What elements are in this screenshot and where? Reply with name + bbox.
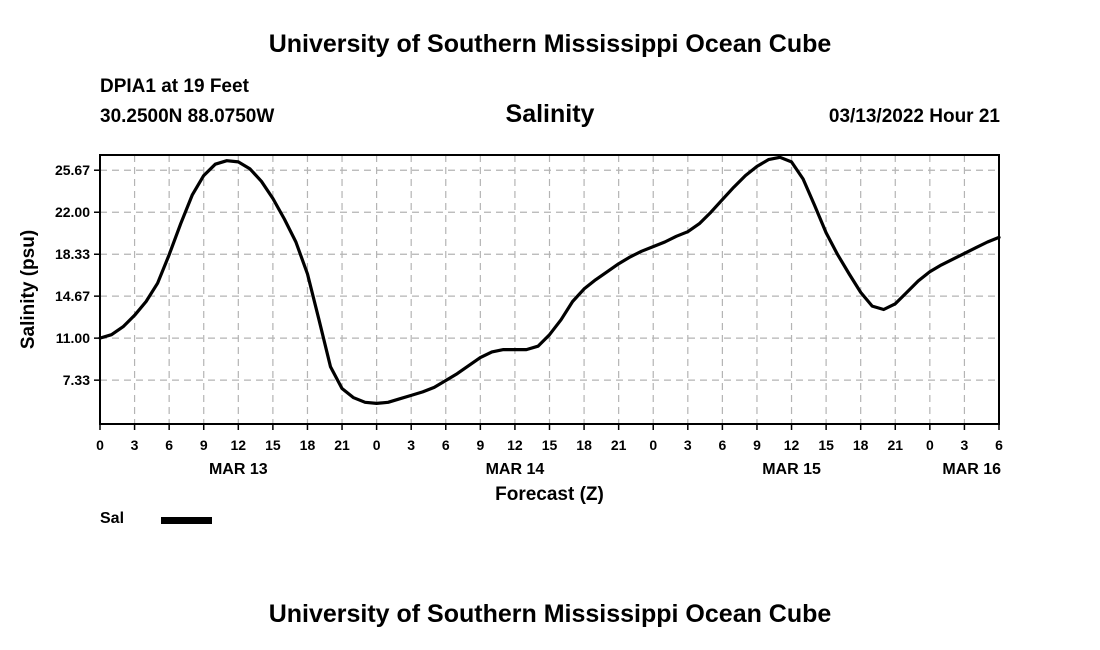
x-tick-label: 9 — [753, 437, 761, 453]
y-tick-label: 25.67 — [55, 162, 90, 178]
x-tick-label: 18 — [300, 437, 316, 453]
y-tick-label: 18.33 — [55, 246, 90, 262]
x-tick-label: 12 — [507, 437, 523, 453]
x-tick-label: 3 — [407, 437, 415, 453]
series-line-sal — [98, 155, 1001, 405]
x-tick-label: 3 — [684, 437, 692, 453]
x-tick-label: 21 — [334, 437, 350, 453]
x-tick-label: 18 — [576, 437, 592, 453]
day-label: MAR 16 — [942, 461, 1001, 478]
y-tick-label: 22.00 — [55, 204, 90, 220]
x-tick-label: 12 — [231, 437, 247, 453]
x-axis-label: Forecast (Z) — [495, 484, 604, 505]
salinity-chart: 7.33 11.00 14.67 18.33 22.00 25.67 0 3 6 9 12 15 18 2… — [18, 154, 1003, 505]
x-tick-label: 3 — [131, 437, 139, 453]
bottom-title: University of Southern Mississippi Ocean… — [268, 600, 832, 628]
x-tick-label: 15 — [542, 437, 558, 453]
x-tick-label: 0 — [373, 437, 381, 453]
datetime-label: 03/13/2022 Hour 21 — [828, 106, 1000, 127]
x-tick-label: 15 — [818, 437, 834, 453]
x-tick-label: 6 — [442, 437, 450, 453]
chart-title: Salinity — [505, 100, 595, 128]
station-label: DPIA1 at 19 Feet — [100, 76, 249, 97]
x-tick-label: 0 — [926, 437, 934, 453]
day-label: MAR 13 — [209, 461, 268, 478]
x-tick-label: 0 — [96, 437, 104, 453]
x-tick-label: 15 — [265, 437, 281, 453]
x-tick-label: 6 — [995, 437, 1003, 453]
day-label: MAR 14 — [486, 461, 545, 478]
y-tick-label: 11.00 — [56, 330, 90, 346]
x-tick-label: 9 — [476, 437, 484, 453]
x-tick-label: 18 — [853, 437, 869, 453]
day-label: MAR 15 — [762, 461, 821, 478]
x-tick-label: 0 — [649, 437, 657, 453]
x-tick-label: 6 — [165, 437, 173, 453]
y-tick-label: 14.67 — [55, 288, 90, 304]
legend-swatch — [161, 517, 212, 524]
y-tick-label: 7.33 — [63, 372, 90, 388]
x-tick-label: 6 — [718, 437, 726, 453]
x-tick-label: 12 — [784, 437, 800, 453]
x-tick-label: 21 — [887, 437, 903, 453]
x-tick-label: 21 — [611, 437, 627, 453]
y-axis-label: Salinity (psu) — [18, 230, 39, 349]
x-tick-label: 9 — [200, 437, 208, 453]
top-title: University of Southern Mississippi Ocean… — [268, 30, 832, 58]
legend-label: Sal — [100, 510, 125, 527]
coordinates-label: 30.2500N 88.0750W — [100, 106, 275, 127]
x-tick-label: 3 — [961, 437, 969, 453]
